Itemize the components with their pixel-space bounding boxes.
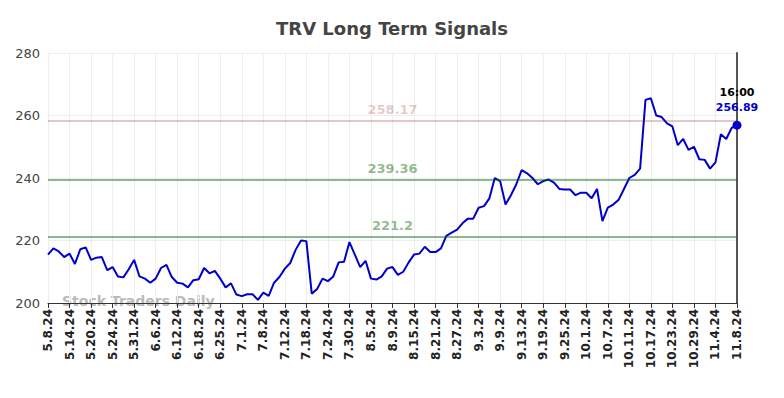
svg-text:10.11.24: 10.11.24 — [622, 309, 636, 368]
svg-text:7.12.24: 7.12.24 — [278, 309, 292, 360]
svg-text:8.21.24: 8.21.24 — [429, 309, 443, 360]
svg-text:9.19.24: 9.19.24 — [536, 309, 550, 360]
svg-text:7.30.24: 7.30.24 — [342, 309, 356, 360]
svg-text:221.2: 221.2 — [372, 218, 413, 233]
svg-text:9.13.24: 9.13.24 — [515, 309, 529, 360]
svg-text:7.8.24: 7.8.24 — [256, 309, 270, 352]
svg-text:6.25.24: 6.25.24 — [213, 309, 227, 360]
svg-text:258.17: 258.17 — [367, 102, 417, 117]
svg-text:5.14.24: 5.14.24 — [63, 309, 77, 360]
svg-text:11.8.24: 11.8.24 — [730, 309, 744, 360]
svg-text:200: 200 — [15, 296, 40, 311]
svg-text:TRV Long Term Signals: TRV Long Term Signals — [276, 18, 508, 39]
svg-text:8.15.24: 8.15.24 — [407, 309, 421, 360]
svg-text:8.9.24: 8.9.24 — [386, 309, 400, 352]
svg-text:240: 240 — [15, 171, 40, 186]
svg-text:5.8.24: 5.8.24 — [41, 309, 55, 352]
svg-text:5.24.24: 5.24.24 — [106, 309, 120, 360]
svg-text:Stock Traders Daily: Stock Traders Daily — [62, 293, 215, 309]
svg-text:5.31.24: 5.31.24 — [127, 309, 141, 360]
svg-text:9.9.24: 9.9.24 — [493, 309, 507, 352]
svg-text:220: 220 — [15, 233, 40, 248]
svg-text:6.12.24: 6.12.24 — [170, 309, 184, 360]
svg-text:9.25.24: 9.25.24 — [558, 309, 572, 360]
svg-text:5.20.24: 5.20.24 — [84, 309, 98, 360]
svg-text:280: 280 — [15, 46, 40, 61]
svg-text:10.29.24: 10.29.24 — [687, 309, 701, 368]
svg-text:7.1.24: 7.1.24 — [235, 309, 249, 352]
svg-text:239.36: 239.36 — [367, 161, 417, 176]
svg-text:6.18.24: 6.18.24 — [192, 309, 206, 360]
svg-text:10.17.24: 10.17.24 — [644, 309, 658, 368]
svg-text:256.89: 256.89 — [716, 101, 758, 114]
svg-text:10.1.24: 10.1.24 — [579, 309, 593, 360]
svg-text:260: 260 — [15, 108, 40, 123]
svg-text:10.23.24: 10.23.24 — [665, 309, 679, 368]
svg-text:11.4.24: 11.4.24 — [708, 309, 722, 360]
svg-text:16:00: 16:00 — [719, 86, 754, 99]
svg-text:7.24.24: 7.24.24 — [321, 309, 335, 360]
svg-text:8.5.24: 8.5.24 — [364, 309, 378, 352]
svg-text:8.27.24: 8.27.24 — [450, 309, 464, 360]
svg-text:9.3.24: 9.3.24 — [472, 309, 486, 352]
svg-text:6.6.24: 6.6.24 — [149, 309, 163, 352]
svg-text:10.7.24: 10.7.24 — [601, 309, 615, 360]
svg-text:7.18.24: 7.18.24 — [299, 309, 313, 360]
